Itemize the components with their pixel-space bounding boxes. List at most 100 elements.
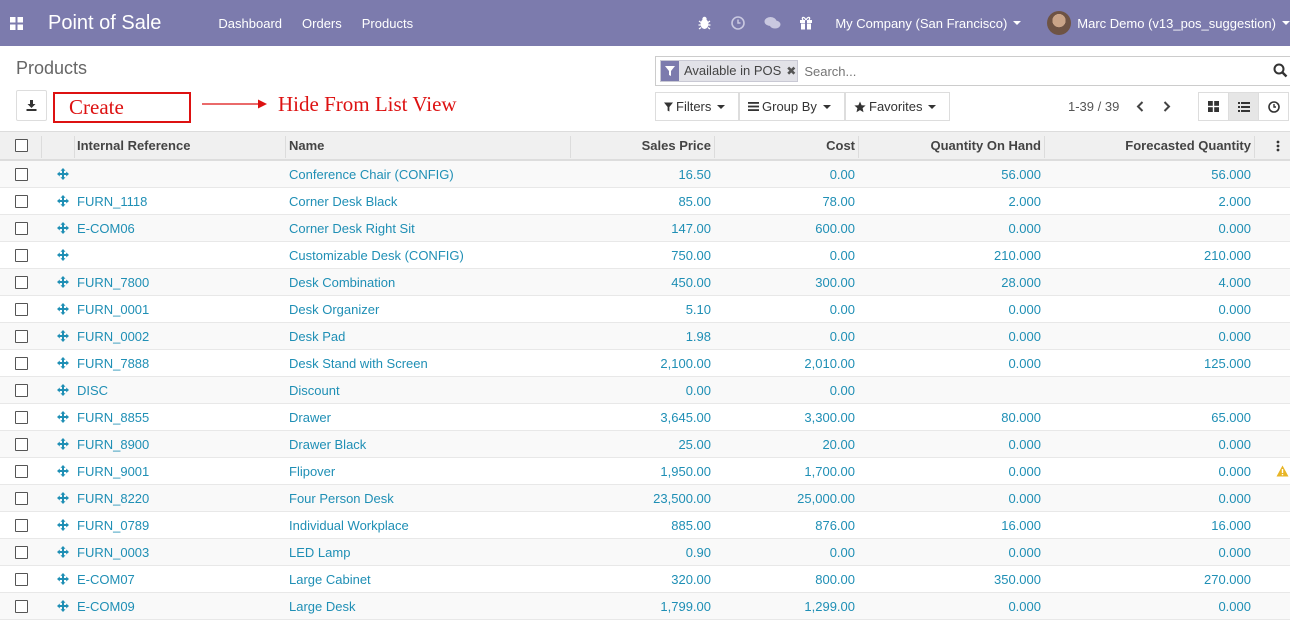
group-by-dropdown[interactable]: Group By (739, 92, 845, 121)
drag-handle-icon[interactable] (57, 242, 69, 268)
pager-value[interactable]: 1-39 / 39 (1068, 99, 1120, 114)
search-facet[interactable]: Available in POS ✖ (660, 60, 799, 82)
row-checkbox[interactable] (15, 485, 28, 511)
favorites-dropdown[interactable]: Favorites (845, 92, 950, 121)
row-checkbox[interactable] (15, 404, 28, 430)
cell-internal-reference: FURN_8220 (77, 490, 150, 506)
cell-forecasted-quantity: 2.000 (1218, 193, 1251, 209)
table-row[interactable]: Conference Chair (CONFIG) 16.50 0.00 56.000… (0, 161, 1290, 188)
drag-handle-icon[interactable] (57, 188, 69, 214)
search-bar[interactable]: Available in POS ✖ (655, 56, 1290, 86)
cell-quantity-on-hand: 350.000 (994, 571, 1041, 587)
row-checkbox[interactable] (15, 512, 28, 538)
optional-columns-icon[interactable] (1276, 132, 1280, 159)
table-row[interactable]: FURN_8855 Drawer 3,645.00 3,300.00 80.000 65.… (0, 404, 1290, 431)
close-icon[interactable]: ✖ (786, 64, 797, 78)
column-name[interactable]: Name (289, 138, 325, 153)
row-checkbox[interactable] (15, 242, 28, 268)
row-checkbox[interactable] (15, 458, 28, 484)
menu-products[interactable]: Products (361, 15, 414, 31)
cell-quantity-on-hand: 2.000 (1008, 193, 1041, 209)
search-icon[interactable] (1273, 63, 1288, 81)
chat-icon[interactable] (755, 0, 789, 46)
drag-handle-icon[interactable] (57, 350, 69, 376)
cell-sales-price: 320.00 (671, 571, 711, 587)
table-row[interactable]: FURN_0001 Desk Organizer 5.10 0.00 0.000 0.00… (0, 296, 1290, 323)
apps-menu-icon[interactable] (0, 0, 32, 46)
column-internal-reference[interactable]: Internal Reference (77, 138, 191, 153)
table-row[interactable]: FURN_0003 LED Lamp 0.90 0.00 0.000 0.000 (0, 539, 1290, 566)
column-forecasted-quantity[interactable]: Forecasted Quantity (1125, 138, 1251, 153)
row-checkbox[interactable] (15, 296, 28, 322)
drag-handle-icon[interactable] (57, 323, 69, 349)
drag-handle-icon[interactable] (57, 566, 69, 592)
drag-handle-icon[interactable] (57, 404, 69, 430)
drag-handle-icon[interactable] (57, 512, 69, 538)
table-row[interactable]: E-COM09 Large Desk 1,799.00 1,299.00 0.000 0.… (0, 593, 1290, 620)
table-row[interactable]: FURN_8900 Drawer Black 25.00 20.00 0.000 0.00… (0, 431, 1290, 458)
gift-icon[interactable] (789, 0, 823, 46)
table-row[interactable]: E-COM06 Corner Desk Right Sit 147.00 600.00… (0, 215, 1290, 242)
drag-handle-icon[interactable] (57, 215, 69, 241)
bug-icon[interactable] (687, 0, 721, 46)
kanban-view-icon[interactable] (1198, 92, 1229, 121)
table-row[interactable]: FURN_1118 Corner Desk Black 85.00 78.00 2.00… (0, 188, 1290, 215)
pager-previous-icon[interactable] (1130, 96, 1150, 116)
select-all-checkbox[interactable] (15, 132, 28, 159)
drag-handle-icon[interactable] (57, 296, 69, 322)
cell-internal-reference: E-COM07 (77, 571, 135, 587)
row-checkbox[interactable] (15, 593, 28, 619)
clock-icon[interactable] (721, 0, 755, 46)
row-checkbox[interactable] (15, 161, 28, 187)
row-checkbox[interactable] (15, 350, 28, 376)
company-switcher[interactable]: My Company (San Francisco) (835, 15, 1022, 31)
table-row[interactable]: FURN_0002 Desk Pad 1.98 0.00 0.000 0.000 (0, 323, 1290, 350)
drag-handle-icon[interactable] (57, 458, 69, 484)
row-checkbox[interactable] (15, 539, 28, 565)
menu-orders[interactable]: Orders (302, 15, 342, 31)
menu-dashboard[interactable]: Dashboard (218, 15, 283, 31)
drag-handle-icon[interactable] (57, 431, 69, 457)
row-checkbox[interactable] (15, 215, 28, 241)
column-sales-price[interactable]: Sales Price (641, 138, 711, 153)
company-name: My Company (San Francisco) (835, 15, 1008, 31)
table-row[interactable]: DISC Discount 0.00 0.00 (0, 377, 1290, 404)
table-row[interactable]: E-COM07 Large Cabinet 320.00 800.00 350.000 2… (0, 566, 1290, 593)
table-row[interactable]: Customizable Desk (CONFIG) 750.00 0.00 210.… (0, 242, 1290, 269)
export-button[interactable] (16, 90, 47, 121)
cell-cost: 300.00 (815, 274, 855, 290)
row-checkbox[interactable] (15, 431, 28, 457)
table-row[interactable]: FURN_7888 Desk Stand with Screen 2,100.00 2… (0, 350, 1290, 377)
cell-quantity-on-hand: 0.000 (1008, 355, 1041, 371)
user-menu[interactable]: Marc Demo (v13_pos_suggestion) (1047, 11, 1290, 35)
cell-sales-price: 1.98 (685, 328, 711, 344)
row-checkbox[interactable] (15, 566, 28, 592)
create-button[interactable]: Create (53, 92, 191, 123)
row-checkbox[interactable] (15, 269, 28, 295)
column-cost[interactable]: Cost (826, 138, 855, 153)
app-title[interactable]: Point of Sale (48, 11, 162, 34)
table-row[interactable]: FURN_0789 Individual Workplace 885.00 876.0… (0, 512, 1290, 539)
table-row[interactable]: FURN_7800 Desk Combination 450.00 300.00 28.… (0, 269, 1290, 296)
drag-handle-icon[interactable] (57, 269, 69, 295)
drag-handle-icon[interactable] (57, 377, 69, 403)
cell-forecasted-quantity: 0.000 (1218, 220, 1251, 236)
table-row[interactable]: FURN_9001 Flipover 1,950.00 1,700.00 0.000 0.… (0, 458, 1290, 485)
cell-cost: 0.00 (829, 544, 855, 560)
row-checkbox[interactable] (15, 188, 28, 214)
cell-quantity-on-hand: 28.000 (1001, 274, 1041, 290)
drag-handle-icon[interactable] (57, 485, 69, 511)
drag-handle-icon[interactable] (57, 161, 69, 187)
table-row[interactable]: FURN_8220 Four Person Desk 23,500.00 25,000… (0, 485, 1290, 512)
activity-view-icon[interactable] (1258, 92, 1289, 121)
list-view-icon[interactable] (1228, 92, 1259, 121)
drag-handle-icon[interactable] (57, 539, 69, 565)
row-checkbox[interactable] (15, 323, 28, 349)
pager-next-icon[interactable] (1157, 96, 1177, 116)
cell-name: Large Cabinet (289, 571, 371, 587)
drag-handle-icon[interactable] (57, 593, 69, 619)
column-quantity-on-hand[interactable]: Quantity On Hand (930, 138, 1042, 153)
filters-dropdown[interactable]: Filters (655, 92, 739, 121)
search-input[interactable] (802, 59, 1253, 83)
row-checkbox[interactable] (15, 377, 28, 403)
